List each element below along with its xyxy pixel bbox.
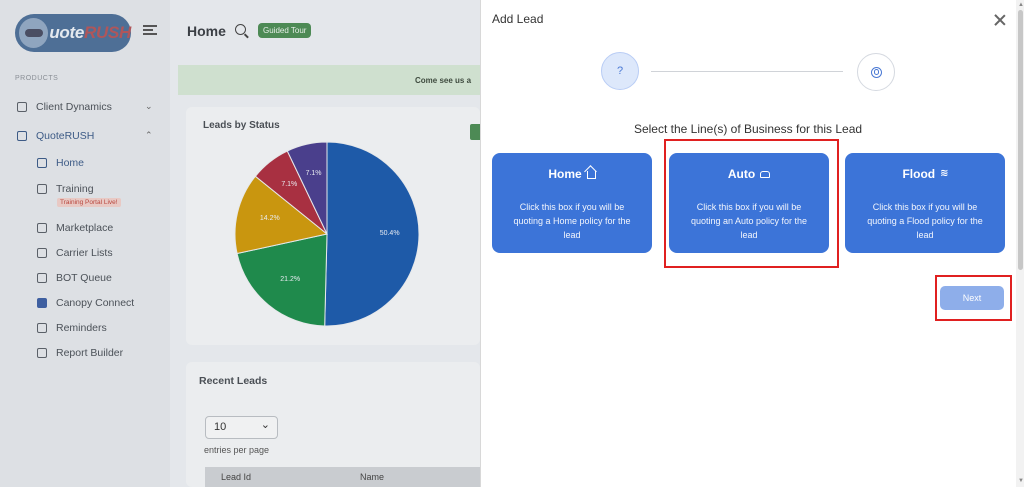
auto-card-highlight xyxy=(664,139,839,268)
announcement-banner: Come see us a xyxy=(178,65,480,95)
water-icon: ≋ xyxy=(940,168,948,179)
flood-card-description: Click this box if you will be quoting a … xyxy=(867,202,983,240)
leads-by-status-title: Leads by Status xyxy=(203,120,280,131)
recent-leads-title: Recent Leads xyxy=(199,375,268,387)
guided-tour-button[interactable]: Guided Tour xyxy=(258,23,312,38)
pie-slice-label-0: 50.4% xyxy=(379,229,400,237)
sidebar-item-label: Client Dynamics xyxy=(36,101,112,113)
training-icon xyxy=(37,184,47,194)
sidebar-item-canopy-connect[interactable]: Canopy Connect xyxy=(37,297,134,309)
column-header-lead-id[interactable]: Lead Id xyxy=(221,472,252,482)
page-title: Home xyxy=(187,23,226,39)
sidebar-item-label: Marketplace xyxy=(56,222,114,234)
quoterush-logo[interactable]: uoteRUSH xyxy=(15,14,131,52)
auto-card-description: Click this box if you will be quoting an… xyxy=(690,202,808,240)
home-icon xyxy=(37,158,47,168)
line-of-business-heading: Select the Line(s) of Business for this … xyxy=(633,122,863,136)
step-2-indicator xyxy=(857,53,895,91)
sidebar-item-label: Home xyxy=(56,157,85,169)
home-card-title: Home xyxy=(492,167,652,181)
step-connector-line xyxy=(651,71,843,72)
sidebar-item-label: BOT Queue xyxy=(56,272,112,284)
chevron-down-icon: ⌄ xyxy=(145,101,153,111)
modal-title: Add Lead xyxy=(492,12,544,26)
car-icon xyxy=(760,170,771,178)
step-1-indicator: ? xyxy=(601,52,639,90)
sidebar-item-reminders[interactable]: Reminders xyxy=(37,322,107,334)
recent-leads-table-header: Lead Id Name xyxy=(205,467,480,487)
entries-per-page-label: entries per page xyxy=(204,445,270,455)
canopy-icon xyxy=(37,298,47,308)
next-button-highlight xyxy=(935,275,1012,321)
flood-card-title: Flood ≋ xyxy=(902,167,948,181)
question-mark-icon: ? xyxy=(616,65,624,77)
chart-action-button[interactable] xyxy=(470,124,480,140)
sidebar-item-label: Canopy Connect xyxy=(56,297,135,309)
add-lead-modal: Add Lead ? Select the Line(s) of Busines… xyxy=(480,0,1024,487)
banner-text: Come see us a xyxy=(415,75,472,85)
logo-text: uoteRUSH xyxy=(49,23,131,42)
house-icon xyxy=(586,171,596,179)
store-icon xyxy=(37,223,47,233)
pie-slice-2[interactable] xyxy=(234,175,329,255)
chevron-up-icon: ⌃ xyxy=(145,130,153,140)
entries-per-page-select[interactable]: 10 xyxy=(205,416,278,439)
auto-card-title: Auto xyxy=(669,167,829,181)
robot-icon xyxy=(37,273,47,283)
sidebar-item-report-builder[interactable]: Report Builder xyxy=(37,347,123,359)
search-icon[interactable] xyxy=(235,24,246,35)
scroll-down-arrow-icon[interactable]: ▼ xyxy=(1018,478,1024,484)
training-portal-badge: Training Portal Live! xyxy=(57,198,121,207)
pie-svg xyxy=(234,141,420,327)
sidebar: uoteRUSH PRODUCTS Client Dynamics ⌄ Quot… xyxy=(0,0,170,487)
pie-slice-4[interactable] xyxy=(286,141,328,235)
close-icon[interactable] xyxy=(994,14,1006,26)
sidebar-item-label: Reminders xyxy=(56,322,107,334)
column-header-name[interactable]: Name xyxy=(360,472,385,482)
sidebar-item-label: Report Builder xyxy=(56,347,124,359)
sidebar-item-bot-queue[interactable]: BOT Queue xyxy=(37,272,112,284)
pie-slice-label-1: 21.2% xyxy=(280,275,301,283)
leads-pie-chart: 50.4% 21.2% 14.2% 7.1% 7.1% xyxy=(234,141,420,327)
lock-icon xyxy=(17,102,27,112)
scroll-thumb[interactable] xyxy=(1018,10,1023,270)
logo-robot-icon xyxy=(19,18,49,48)
pie-slice-0[interactable] xyxy=(324,141,420,327)
sidebar-section-label: PRODUCTS xyxy=(15,75,59,82)
grid-icon xyxy=(17,131,27,141)
list-icon xyxy=(37,248,47,258)
sidebar-item-carrier-lists[interactable]: Carrier Lists xyxy=(37,247,113,259)
pie-slice-label-2: 14.2% xyxy=(259,215,280,222)
pie-slice-label-4: 7.1% xyxy=(305,169,322,177)
modal-scrollbar[interactable]: ▲ ▼ xyxy=(1016,0,1024,487)
sidebar-item-home[interactable]: Home xyxy=(37,157,84,169)
document-icon xyxy=(37,348,47,358)
scroll-up-arrow-icon[interactable]: ▲ xyxy=(1018,2,1024,8)
home-line-of-business-card[interactable]: Home Click this box if you will be quoti… xyxy=(492,153,652,253)
pie-slice-label-3: 7.1% xyxy=(281,181,298,189)
next-button[interactable]: Next xyxy=(940,286,1004,310)
home-card-description: Click this box if you will be quoting a … xyxy=(513,202,631,240)
sidebar-item-client-dynamics[interactable]: Client Dynamics ⌄ xyxy=(17,101,153,113)
flood-line-of-business-card[interactable]: Flood ≋ Click this box if you will be qu… xyxy=(845,153,1005,253)
sidebar-item-marketplace[interactable]: Marketplace xyxy=(37,222,113,234)
sidebar-item-label: QuoteRUSH xyxy=(36,130,95,142)
auto-line-of-business-card[interactable]: Auto Click this box if you will be quoti… xyxy=(669,153,829,253)
sidebar-item-quoterush[interactable]: QuoteRUSH ⌃ xyxy=(17,130,153,142)
sidebar-item-training[interactable]: Training xyxy=(37,183,94,195)
calendar-icon xyxy=(37,323,47,333)
pie-slice-1[interactable] xyxy=(236,233,328,327)
hamburger-menu-icon[interactable] xyxy=(143,25,157,35)
user-icon xyxy=(870,66,882,78)
sidebar-item-label: Training xyxy=(56,183,94,195)
sidebar-item-label: Carrier Lists xyxy=(56,247,113,259)
